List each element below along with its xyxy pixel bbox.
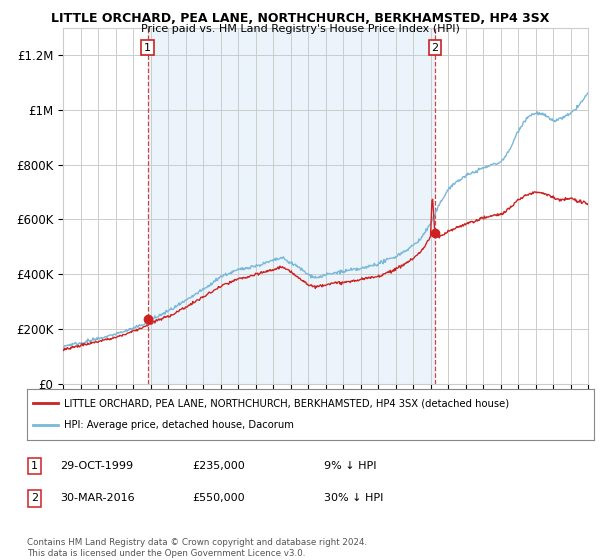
Text: 1: 1 (31, 461, 38, 471)
Text: LITTLE ORCHARD, PEA LANE, NORTHCHURCH, BERKHAMSTED, HP4 3SX: LITTLE ORCHARD, PEA LANE, NORTHCHURCH, B… (51, 12, 549, 25)
Text: 2: 2 (31, 493, 38, 503)
Text: LITTLE ORCHARD, PEA LANE, NORTHCHURCH, BERKHAMSTED, HP4 3SX (detached house): LITTLE ORCHARD, PEA LANE, NORTHCHURCH, B… (64, 398, 509, 408)
Text: 9% ↓ HPI: 9% ↓ HPI (324, 461, 377, 471)
Text: Contains HM Land Registry data © Crown copyright and database right 2024.
This d: Contains HM Land Registry data © Crown c… (27, 538, 367, 558)
Text: 2: 2 (431, 43, 439, 53)
Bar (148, 28, 435, 384)
Text: 30% ↓ HPI: 30% ↓ HPI (324, 493, 383, 503)
Text: 29-OCT-1999: 29-OCT-1999 (60, 461, 133, 471)
Text: 30-MAR-2016: 30-MAR-2016 (60, 493, 134, 503)
Text: Price paid vs. HM Land Registry's House Price Index (HPI): Price paid vs. HM Land Registry's House … (140, 24, 460, 34)
Text: £550,000: £550,000 (192, 493, 245, 503)
Text: 1: 1 (144, 43, 151, 53)
Text: HPI: Average price, detached house, Dacorum: HPI: Average price, detached house, Daco… (64, 421, 294, 431)
Text: £235,000: £235,000 (192, 461, 245, 471)
